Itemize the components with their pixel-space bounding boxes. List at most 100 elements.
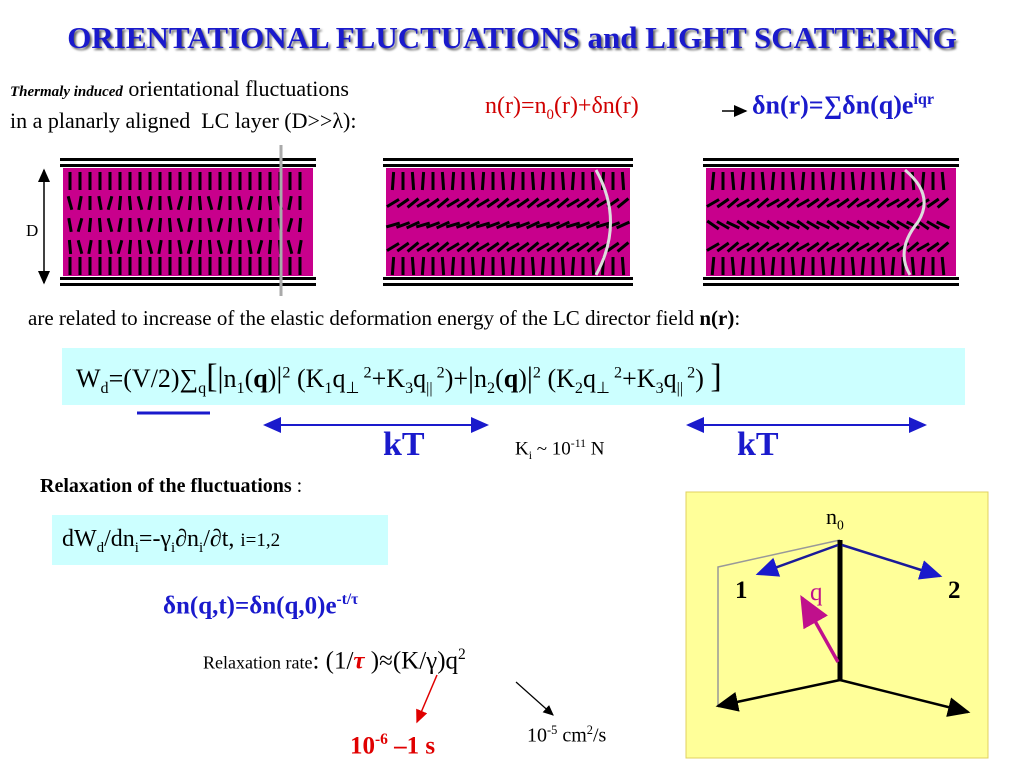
lc-molecule [555,220,571,230]
lc-molecule [860,171,866,191]
lc-molecule [796,242,810,252]
formula-part: =-γ [138,526,172,552]
intro-line: Thermaly induced orientational fluctuati… [10,78,349,100]
lc-molecule [906,220,920,230]
lc-molecule [257,195,263,211]
deformation-curve [902,168,926,276]
lc-molecule [187,195,193,211]
lc-molecule [786,197,800,209]
lc-molecule [615,220,631,230]
lc-molecule [876,197,890,209]
lc-molecule [436,197,450,209]
lc-molecule [830,256,836,276]
mode-arrow [841,543,943,580]
lc-molecule [586,241,600,253]
lc-molecule [806,197,820,209]
cell-border [703,277,959,280]
lc-molecule [257,217,263,233]
lc-molecule [420,256,426,276]
energy-formula: Wd=(V/2)∑q[|n1(q)|2 (K1q⊥ 2+K3q|| 2)+|n2… [76,360,722,397]
lc-molecule [480,171,486,191]
lc-molecule [880,256,886,276]
lc-molecule [87,217,93,233]
formula-part: δn(q,t)=δn(q,0)e [163,592,337,620]
lc-molecule [390,171,396,191]
lc-molecule [595,221,611,229]
formula-part: 3 [405,380,414,398]
lc-molecule [710,171,716,191]
formula-part: i [528,449,533,463]
formula-part: -5 [547,723,558,737]
lc-molecule [287,195,293,211]
lc-molecule [926,220,940,230]
formula-part: | [526,361,533,394]
lc-molecule [267,195,273,211]
lc-molecule [766,219,780,231]
lc-molecule [770,256,776,276]
decay: δn(q,t)=δn(q,0)e-t/τ [163,592,358,620]
director-label: n0 [826,506,844,532]
lc-molecule [536,242,550,252]
formula-part: 2 [432,364,445,382]
formula-part: ) [695,364,711,393]
formula-part: ~ 10 [532,438,571,460]
cell-border [383,164,633,167]
lc-molecule [470,171,476,191]
formula-part: [ [206,358,218,395]
lc-molecule [576,197,590,209]
lc-molecule [760,171,766,191]
formula-part: i=1,2 [240,530,281,551]
lc-molecule [505,221,521,229]
formula-part: : [291,475,303,497]
lc-molecule [510,256,516,276]
lc-molecule [740,171,746,191]
lc-molecule [475,221,491,229]
lc-molecule [515,221,531,229]
formula-part: -6 [375,731,388,748]
cell-border [703,164,959,167]
lc-molecule [440,256,446,276]
lc-molecule [916,242,930,252]
lc-molecule [896,220,910,230]
formula-part: 2 [458,646,466,663]
lc-molecule [186,239,194,255]
lc-molecule [910,256,916,276]
lc-molecule [926,197,940,209]
formula-part: Relaxation of the fluctuations [40,475,292,497]
lc-molecule [540,256,546,276]
formula-part: : [734,306,741,330]
formula-part: ⊥ [345,380,360,398]
lc-molecule [216,239,224,255]
lc-molecule [820,256,826,276]
lc-molecule [560,256,566,276]
lc-molecule [866,241,880,253]
lc-molecule [716,220,730,230]
formula-part: : (1/ [312,647,354,675]
kt-label: kT [383,426,425,463]
lc-molecule [286,239,294,255]
lc-molecule [107,239,113,255]
lc-molecule [920,256,926,276]
lc-molecule [856,219,870,231]
formula-part: )+ [444,364,469,393]
formula-part: ] [710,358,722,395]
formula-part: 2 [586,723,593,737]
formula-part: q [413,364,427,393]
relaxation-rate: Relaxation rate: (1/τ )≈(K/γ)q2 [203,646,466,675]
formula-part: 10 [350,732,375,760]
lc-molecule [157,217,163,233]
lc-molecule [476,242,490,252]
lc-molecule [716,241,730,253]
formula-part: 10 [527,724,547,747]
expansion: n(r)=n0(r)+δn(r) [485,94,639,123]
pointer-arrow [416,674,438,724]
lc-molecule [500,171,506,191]
lc-molecule [137,239,143,255]
lc-molecule [177,239,183,255]
lc-molecule [246,195,254,211]
lc-molecule [486,241,500,253]
diffusivity: 10-5 cm2/s [527,724,606,746]
lc-molecule [386,198,400,208]
formula-part: 0 [837,517,844,533]
lc-molecule [435,220,451,230]
